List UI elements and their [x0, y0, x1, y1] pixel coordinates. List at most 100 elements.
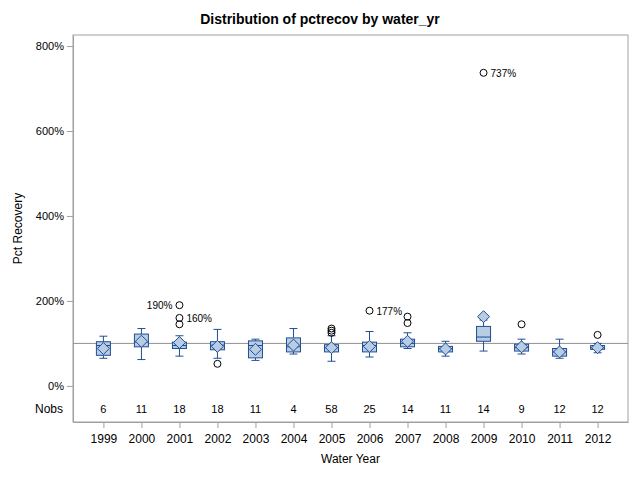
- whisker-cap-upper: [99, 336, 107, 337]
- nobs-value: 12: [591, 403, 603, 415]
- whisker-cap-upper: [442, 341, 450, 342]
- nobs-value: 25: [363, 403, 375, 415]
- x-tick: 2002: [205, 422, 232, 446]
- whisker-upper: [141, 329, 142, 335]
- x-tick-mark: [103, 422, 104, 428]
- whisker-cap-lower: [366, 357, 374, 358]
- x-tick: 1999: [91, 422, 118, 446]
- x-tick-label: 2002: [205, 432, 232, 446]
- background: [0, 0, 640, 480]
- whisker-cap-upper: [251, 339, 259, 340]
- y-axis: 0% 200% 400% 600% 800%: [36, 36, 74, 423]
- x-axis-title: Water Year: [321, 452, 380, 466]
- whisker-cap-lower: [137, 359, 145, 360]
- y-tick-mark: [67, 131, 73, 132]
- y-tick: 400%: [36, 210, 73, 222]
- reference-line: [73, 343, 628, 344]
- y-tick-label: 0%: [48, 380, 64, 392]
- nobs-value: 4: [290, 403, 296, 415]
- whisker-cap-lower: [480, 351, 488, 352]
- x-tick-mark: [522, 422, 523, 428]
- x-tick-label: 2012: [585, 432, 612, 446]
- x-tick-label: 2011: [547, 432, 573, 446]
- x-tick-mark: [179, 422, 180, 428]
- whisker-cap-upper: [137, 328, 145, 329]
- x-tick-mark: [217, 422, 218, 428]
- y-tick-mark: [67, 301, 73, 302]
- outlier: [518, 321, 525, 328]
- x-tick-label: 2001: [167, 432, 194, 446]
- mean-marker: [402, 335, 414, 347]
- y-tick-label: 800%: [36, 40, 64, 52]
- x-tick-label: 2005: [319, 432, 346, 446]
- whisker-lower: [483, 341, 484, 351]
- whisker-cap-upper: [518, 339, 526, 340]
- whisker-cap-lower: [175, 356, 183, 357]
- nobs-value: 11: [136, 403, 147, 415]
- x-tick-mark: [560, 422, 561, 428]
- nobs-value: 58: [325, 403, 337, 415]
- mean-marker: [97, 343, 109, 355]
- annotation: 177%: [377, 306, 403, 317]
- outlier: [214, 360, 221, 367]
- box: [477, 326, 491, 341]
- chart: Distribution of pctrecov by water_yr Wate…: [0, 0, 640, 480]
- nobs-value: 14: [401, 403, 413, 415]
- whisker-cap-lower: [442, 356, 450, 357]
- whisker-lower: [141, 347, 142, 360]
- nobs-value: 9: [518, 403, 524, 415]
- whisker-cap-lower: [404, 348, 412, 349]
- y-tick-label: 200%: [36, 295, 64, 307]
- x-tick-mark: [408, 422, 409, 428]
- whisker-cap-lower: [99, 358, 107, 359]
- nobs-value: 18: [173, 403, 185, 415]
- nobs-value: 11: [250, 403, 261, 415]
- mean-marker: [440, 343, 452, 355]
- x-tick-label: 2009: [471, 432, 498, 446]
- y-tick-mark: [67, 46, 73, 47]
- outlier: [176, 321, 183, 328]
- mean-marker: [173, 337, 185, 349]
- x-tick-label: 2000: [129, 432, 156, 446]
- x-tick-label: 2008: [433, 432, 460, 446]
- nobs-value: 11: [440, 403, 451, 415]
- x-tick: 2012: [585, 422, 612, 446]
- x-tick-mark: [446, 422, 447, 428]
- title: Distribution of pctrecov by water_yr: [200, 11, 440, 27]
- mean-marker: [554, 346, 566, 358]
- annotation: 190%: [147, 300, 173, 311]
- x-tick-mark: [141, 422, 142, 428]
- mean-marker: [364, 340, 376, 352]
- x-tick-label: 2004: [281, 432, 308, 446]
- x-tick: 2001: [167, 422, 194, 446]
- y-axis-title: Pct Recovery: [11, 193, 25, 264]
- x-tick: 2008: [433, 422, 460, 446]
- whisker-cap-lower: [213, 358, 221, 359]
- x-tick-label: 2006: [357, 432, 384, 446]
- x-tick: 2005: [319, 422, 346, 446]
- x-tick-mark: [255, 422, 256, 428]
- y-tick: 200%: [36, 295, 73, 307]
- x-tick-label: 2010: [509, 432, 536, 446]
- x-tick-label: 2007: [395, 432, 422, 446]
- x-tick-mark: [484, 422, 485, 428]
- y-tick-label: 600%: [36, 125, 64, 137]
- nobs-label: Nobs: [35, 402, 63, 416]
- x-tick-label: 1999: [91, 432, 118, 446]
- whisker-cap-upper: [213, 329, 221, 330]
- x-tick-mark: [293, 422, 294, 428]
- annotation: 737%: [491, 68, 517, 79]
- whisker-cap-lower: [251, 360, 259, 361]
- whisker-cap-lower: [327, 361, 335, 362]
- nobs-value: 14: [477, 403, 489, 415]
- x-tick-label: 2003: [243, 432, 270, 446]
- x-tick-mark: [331, 422, 332, 428]
- y-tick: 0%: [48, 380, 73, 392]
- whisker-upper: [293, 329, 294, 338]
- x-tick-mark: [370, 422, 371, 428]
- box: [134, 334, 148, 347]
- x-tick: 2011: [547, 422, 573, 446]
- mean-marker: [325, 342, 337, 354]
- y-tick-label: 400%: [36, 210, 64, 222]
- x-tick: 2006: [357, 422, 384, 446]
